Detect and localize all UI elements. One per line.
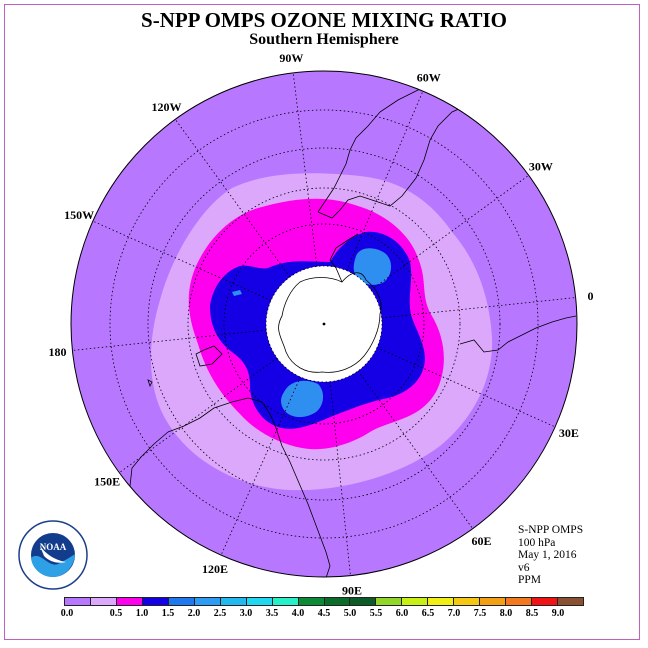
color-scale-segment <box>65 598 91 605</box>
longitude-label: 150W <box>64 208 94 222</box>
longitude-labels: 90W 60W 30W 0 30E 60E 90E 120E 150E 180 150W 120W <box>48 51 593 598</box>
color-scale-segment <box>428 598 455 605</box>
color-scale-segment <box>272 598 299 605</box>
ozone-band-2-2p5-spot <box>232 290 242 296</box>
color-scale-bar <box>64 597 584 606</box>
color-scale-segment <box>168 598 195 605</box>
color-scale-segment <box>454 598 481 605</box>
pressure-label: 100 hPa <box>518 536 556 549</box>
color-scale-segment <box>220 598 247 605</box>
page-title: S-NPP OMPS OZONE MIXING RATIO <box>141 8 507 32</box>
longitude-label: 30E <box>559 426 579 440</box>
meridian-line <box>292 72 318 267</box>
new-zealand-coastline <box>147 345 223 388</box>
image-frame <box>4 4 640 640</box>
color-scale-tick-label: 6.0 <box>395 608 409 619</box>
longitude-label: 150E <box>94 475 120 489</box>
color-scale-ticks: 0.0 0.5 1.0 1.5 2.0 2.5 3.0 3.5 4.0 4.5 5.0 5.5 6.0 6… <box>60 608 584 622</box>
version-label: v6 <box>518 561 530 574</box>
color-scale-tick-label: 4.0 <box>291 608 305 619</box>
color-scale-segment <box>324 598 351 605</box>
color-scale-tick-label: 7.0 <box>447 608 461 619</box>
meridian-line <box>119 357 278 474</box>
longitude-label: 180 <box>48 345 66 359</box>
color-scale-segment <box>506 598 533 605</box>
color-scale-tick-label: 0.0 <box>60 608 74 619</box>
color-scale-tick-label: 5.5 <box>369 608 383 619</box>
longitude-label: 30W <box>529 159 553 173</box>
color-scale-tick-label: 7.5 <box>473 608 487 619</box>
longitude-label: 0 <box>588 289 594 303</box>
info-panel: S-NPP OMPS 100 hPa May 1, 2016 v6 PPM <box>518 524 583 587</box>
meridian-line <box>376 347 556 428</box>
page-subtitle: Southern Hemisphere <box>249 31 399 48</box>
meridian-line <box>357 370 474 529</box>
meridian-line <box>174 119 291 278</box>
color-scale-tick-label: 9.0 <box>551 608 565 619</box>
color-scale-tick-label: 8.5 <box>525 608 539 619</box>
color-scale-segment <box>142 598 169 605</box>
color-scale-tick-label: 1.0 <box>135 608 149 619</box>
unit-label: PPM <box>518 574 542 586</box>
logo-text: NOAA <box>40 542 67 552</box>
color-scale-segment <box>558 598 584 605</box>
meridian-line <box>370 174 529 291</box>
south-america-coastline <box>317 79 487 219</box>
longitude-label: 90E <box>342 584 362 598</box>
date-label: May 1, 2016 <box>518 549 577 561</box>
color-scale-segment <box>90 598 117 605</box>
color-scale-segment <box>246 598 273 605</box>
longitude-lines <box>72 72 576 576</box>
color-scale-tick-label: 8.0 <box>499 608 513 619</box>
longitude-label: 60E <box>472 534 492 548</box>
color-scale-tick-label: 0.5 <box>109 608 123 619</box>
color-scale-tick-label: 3.0 <box>239 608 253 619</box>
ozone-band-2-2p5-west <box>281 380 324 418</box>
meridian-line <box>72 329 267 351</box>
color-scale-segment <box>480 598 507 605</box>
color-scale-tick-label: 2.0 <box>187 608 201 619</box>
color-scale-tick-label: 5.0 <box>343 608 357 619</box>
noaa-logo-icon: NOAA <box>18 520 88 590</box>
map-border <box>70 70 578 578</box>
meridian-line <box>220 376 301 556</box>
pole-dot <box>322 322 326 326</box>
color-scale-tick-label: 3.5 <box>265 608 279 619</box>
longitude-label: 120E <box>202 562 228 576</box>
longitude-label: 90W <box>279 51 303 65</box>
latitude-circles <box>109 109 539 539</box>
meridian-line <box>329 381 351 576</box>
meridian-line <box>92 220 272 301</box>
color-scale-tick-label: 6.5 <box>421 608 435 619</box>
color-scale-tick-label: 4.5 <box>317 608 331 619</box>
meridian-line <box>346 90 424 271</box>
antarctica-coastline <box>278 272 382 373</box>
color-scale-segment <box>532 598 559 605</box>
color-scale-segment <box>376 598 403 605</box>
longitude-label: 60W <box>417 70 441 84</box>
color-scale-tick-label: 1.5 <box>161 608 175 619</box>
color-scale-segment <box>350 598 377 605</box>
color-scale-segment <box>298 598 325 605</box>
meridian-line <box>381 297 576 319</box>
color-scale-segment <box>402 598 429 605</box>
antarctic-peninsula-coastline <box>329 233 359 283</box>
africa-coastline <box>459 315 577 353</box>
color-scale-segment <box>194 598 221 605</box>
color-scale-tick-label: 2.5 <box>213 608 227 619</box>
instrument-label: S-NPP OMPS <box>518 524 584 536</box>
longitude-label: 120W <box>151 100 181 114</box>
color-scale-segment <box>116 598 143 605</box>
